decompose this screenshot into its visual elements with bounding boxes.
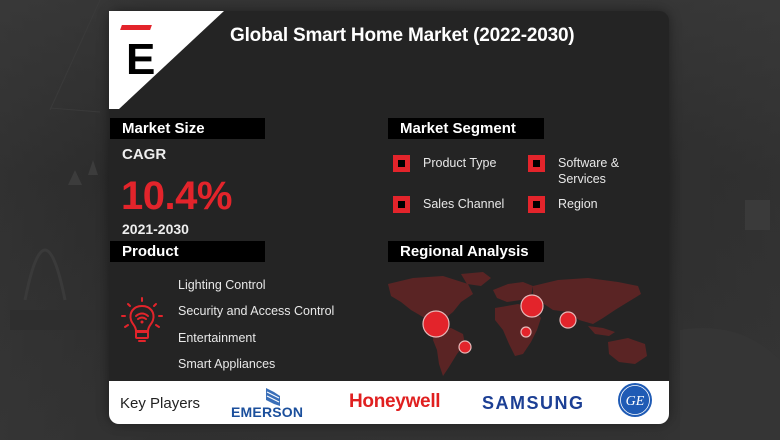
segment-item: Sales Channel — [393, 196, 504, 213]
bullet-square-icon — [393, 196, 410, 213]
ge-logo: GE — [618, 383, 652, 417]
product-item: Entertainment — [178, 331, 256, 345]
bullet-square-icon — [528, 196, 545, 213]
bullet-square-icon — [528, 155, 545, 172]
market-segment-heading: Market Segment — [388, 118, 544, 139]
segment-label: Product Type — [423, 156, 497, 170]
product-item: Smart Appliances — [178, 357, 276, 371]
segment-label: Software & Services — [558, 156, 620, 186]
product-heading: Product — [110, 241, 265, 262]
emerson-logo — [266, 388, 280, 406]
cagr-period: 2021-2030 — [122, 221, 189, 237]
segment-item: Product Type — [393, 155, 496, 172]
segment-label: Region — [558, 197, 598, 211]
samsung-logo: SAMSUNG — [482, 393, 585, 413]
segment-item: Region — [528, 196, 598, 213]
page-title: Global Smart Home Market (2022-2030) — [230, 25, 575, 46]
bullet-square-icon — [393, 155, 410, 172]
cagr-label: CAGR — [122, 146, 167, 163]
segment-item: Software & Services — [528, 155, 619, 187]
product-item: Security and Access Control — [178, 304, 335, 318]
market-size-heading: Market Size — [110, 118, 265, 139]
world-map — [388, 272, 647, 376]
map-marker-north-america — [422, 310, 450, 338]
key-players-label: Key Players — [120, 395, 201, 412]
product-item: Lighting Control — [178, 278, 266, 292]
cagr-value: 10.4% — [121, 174, 232, 218]
logo-letter: E — [126, 35, 155, 84]
emerson-wordmark: EMERSON — [231, 404, 304, 420]
regional-analysis-heading: Regional Analysis — [388, 241, 544, 262]
svg-text:GE: GE — [626, 394, 645, 409]
honeywell-logo: Honeywell — [349, 391, 441, 412]
smart-bulb-icon — [121, 297, 163, 342]
brand-logo: E — [109, 11, 224, 109]
key-players-bar — [109, 381, 669, 424]
segment-label: Sales Channel — [423, 197, 505, 211]
infographic-panel — [109, 11, 669, 423]
